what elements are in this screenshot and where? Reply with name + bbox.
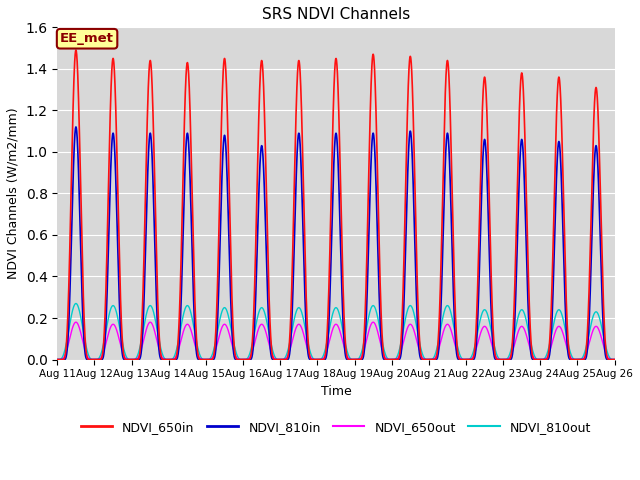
X-axis label: Time: Time	[321, 385, 351, 398]
NDVI_810in	[403, 225, 410, 230]
NDVI_650out	[611, 357, 618, 362]
NDVI_810out	[581, 348, 589, 354]
NDVI_810out	[557, 309, 564, 314]
NDVI_650in	[267, 337, 275, 343]
NDVI_650in	[54, 357, 61, 362]
NDVI_650out	[581, 353, 589, 359]
NDVI_650out	[557, 325, 564, 331]
NDVI_810out	[120, 348, 128, 353]
NDVI_810out	[72, 300, 80, 306]
Line: NDVI_810in: NDVI_810in	[58, 127, 614, 360]
NDVI_650in	[120, 354, 128, 360]
NDVI_810out	[54, 357, 61, 362]
NDVI_810in	[72, 124, 80, 130]
NDVI_810in	[120, 357, 128, 362]
Y-axis label: NDVI Channels (W/m2/mm): NDVI Channels (W/m2/mm)	[7, 108, 20, 279]
NDVI_810out	[559, 317, 567, 323]
NDVI_810in	[581, 357, 589, 362]
NDVI_650in	[611, 357, 618, 362]
NDVI_810in	[54, 357, 61, 362]
Line: NDVI_650out: NDVI_650out	[58, 322, 614, 360]
NDVI_650out	[54, 357, 61, 362]
NDVI_650out	[72, 319, 80, 325]
Title: SRS NDVI Channels: SRS NDVI Channels	[262, 7, 410, 22]
NDVI_650in	[581, 354, 589, 360]
Legend: NDVI_650in, NDVI_810in, NDVI_650out, NDVI_810out: NDVI_650in, NDVI_810in, NDVI_650out, NDV…	[76, 416, 596, 439]
NDVI_650in	[72, 47, 80, 53]
Line: NDVI_810out: NDVI_810out	[58, 303, 614, 360]
NDVI_810in	[559, 237, 567, 243]
NDVI_810in	[267, 351, 275, 357]
Text: EE_met: EE_met	[60, 32, 114, 45]
NDVI_650out	[403, 329, 410, 335]
NDVI_810out	[267, 340, 275, 346]
NDVI_810in	[611, 357, 618, 362]
NDVI_650in	[557, 95, 564, 100]
NDVI_810out	[403, 312, 410, 318]
Line: NDVI_650in: NDVI_650in	[58, 50, 614, 360]
NDVI_650out	[267, 348, 275, 354]
NDVI_650out	[120, 353, 128, 359]
NDVI_810out	[611, 357, 618, 362]
NDVI_650in	[559, 183, 567, 189]
NDVI_650in	[403, 162, 410, 168]
NDVI_810in	[557, 157, 564, 163]
NDVI_650out	[559, 331, 567, 337]
